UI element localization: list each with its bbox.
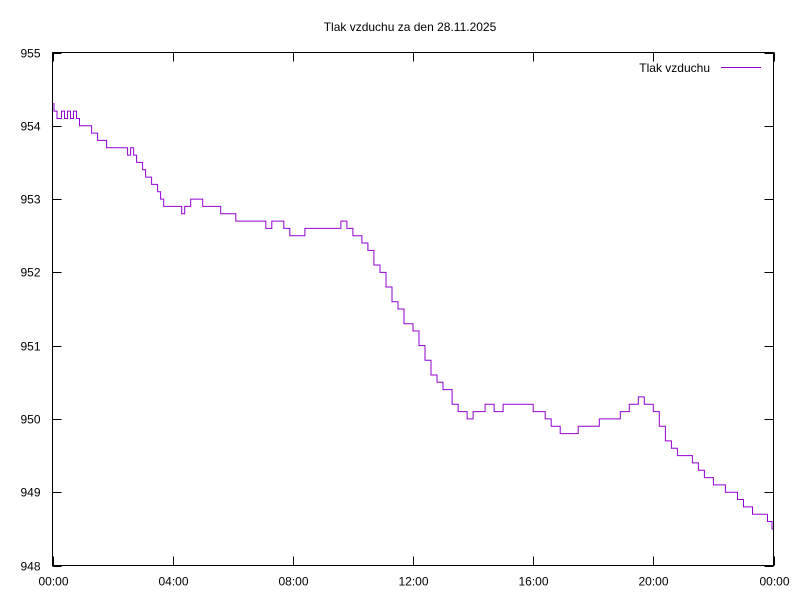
plot-border [52,52,774,566]
y-tick-label: 951 [20,340,40,354]
x-tick-label: 00:00 [38,575,68,589]
y-tick-label: 948 [20,560,40,574]
y-tick-label: 955 [20,47,40,61]
y-tick-label: 953 [20,193,40,207]
legend: Tlak vzduchu [639,61,761,75]
y-tick-label: 950 [20,413,40,427]
x-tick-label: 12:00 [398,575,428,589]
series-line-tlak-vzduchu [52,103,774,530]
chart-title: Tlak vzduchu za den 28.11.2025 [324,20,497,34]
legend-label: Tlak vzduchu [639,61,710,75]
y-tick-label: 952 [20,266,40,280]
y-tick-label: 954 [20,120,40,134]
x-tick-label: 20:00 [638,575,668,589]
y-tick-label: 949 [20,486,40,500]
x-tick-label: 04:00 [158,575,188,589]
x-tick-label: 00:00 [759,575,789,589]
x-tick-label: 16:00 [518,575,548,589]
x-tick-label: 08:00 [278,575,308,589]
